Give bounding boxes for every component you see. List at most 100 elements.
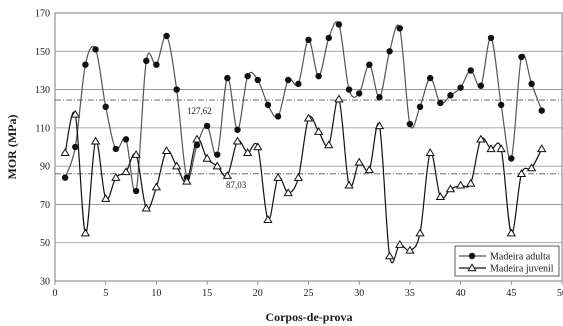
point-adulta-6 bbox=[112, 145, 120, 153]
point-adulta-11 bbox=[163, 32, 170, 40]
point-adulta-30 bbox=[356, 90, 363, 97]
y-tick-label-130: 130 bbox=[35, 85, 50, 96]
point-juvenil-29 bbox=[344, 180, 354, 189]
y-tick-label-110: 110 bbox=[35, 123, 50, 134]
point-adulta-32 bbox=[376, 94, 383, 101]
point-adulta-41 bbox=[467, 67, 474, 74]
point-adulta-38 bbox=[437, 99, 444, 107]
y-tick-label-50: 50 bbox=[40, 238, 50, 249]
point-adulta-10 bbox=[153, 61, 160, 68]
point-adulta-45 bbox=[508, 155, 515, 162]
point-adulta-31 bbox=[366, 61, 373, 68]
point-adulta-27 bbox=[325, 34, 332, 42]
y-tick-label-170: 170 bbox=[35, 9, 50, 20]
point-adulta-47 bbox=[528, 80, 535, 88]
x-tick-label-15: 15 bbox=[202, 288, 212, 299]
point-adulta-44 bbox=[497, 101, 505, 109]
point-juvenil-8 bbox=[131, 149, 141, 158]
point-adulta-46 bbox=[518, 53, 525, 61]
grid bbox=[55, 50, 562, 244]
point-juvenil-17 bbox=[222, 171, 233, 179]
point-adulta-48 bbox=[538, 107, 545, 114]
point-juvenil-47 bbox=[526, 163, 537, 172]
point-juvenil-28 bbox=[334, 94, 344, 103]
point-juvenil-42 bbox=[476, 134, 486, 143]
point-adulta-17 bbox=[224, 74, 231, 82]
point-juvenil-34 bbox=[395, 239, 405, 248]
point-juvenil-10 bbox=[151, 182, 162, 191]
point-juvenil-41 bbox=[466, 178, 476, 187]
plot-area bbox=[54, 12, 563, 282]
point-adulta-34 bbox=[396, 25, 403, 32]
point-juvenil-21 bbox=[263, 215, 273, 223]
x-tick-labels: 0 5 10 15 20 25 30 35 40 45 50 bbox=[53, 281, 563, 299]
legend-label-adulta: Madeira adulta bbox=[490, 252, 551, 263]
series-line-adulta bbox=[64, 21, 543, 194]
point-juvenil-23 bbox=[283, 188, 293, 197]
point-adulta-37 bbox=[426, 74, 434, 82]
point-juvenil-7 bbox=[121, 167, 131, 176]
reference-lines: 127,62 87,03 bbox=[55, 99, 562, 190]
point-juvenil-26 bbox=[313, 127, 324, 135]
point-adulta-4 bbox=[92, 46, 99, 53]
y-tick-label-150: 150 bbox=[35, 47, 50, 58]
point-adulta-15 bbox=[203, 122, 211, 130]
point-juvenil-36 bbox=[415, 228, 425, 237]
x-tick-label-30: 30 bbox=[354, 288, 364, 299]
point-juvenil-15 bbox=[202, 153, 212, 162]
point-adulta-12 bbox=[173, 86, 180, 93]
point-juvenil-19 bbox=[242, 148, 253, 156]
point-juvenil-37 bbox=[425, 148, 435, 156]
y-axis-title: MOR (MPa) bbox=[5, 115, 19, 180]
reference-label-1: 127,62 bbox=[187, 106, 212, 116]
point-juvenil-43 bbox=[486, 144, 496, 153]
point-juvenil-31 bbox=[364, 165, 375, 174]
x-tick-label-35: 35 bbox=[405, 288, 415, 299]
point-juvenil-5 bbox=[101, 194, 111, 202]
y-tick-labels: 30 50 70 90 110 130 150 170 bbox=[35, 9, 50, 288]
point-adulta-39 bbox=[447, 92, 454, 99]
point-juvenil-22 bbox=[273, 172, 283, 181]
point-juvenil-27 bbox=[324, 140, 334, 149]
point-adulta-29 bbox=[345, 86, 353, 93]
point-adulta-19 bbox=[244, 72, 251, 80]
point-juvenil-44 bbox=[496, 144, 506, 153]
point-adulta-35 bbox=[406, 120, 414, 128]
point-juvenil-24 bbox=[293, 172, 304, 181]
point-juvenil-14 bbox=[192, 134, 202, 143]
x-tick-label-0: 0 bbox=[53, 288, 58, 299]
point-juvenil-45 bbox=[506, 228, 516, 237]
point-adulta-36 bbox=[416, 103, 424, 111]
point-juvenil-9 bbox=[141, 203, 151, 212]
point-juvenil-11 bbox=[161, 146, 172, 155]
point-adulta-21 bbox=[264, 101, 272, 109]
x-tick-label-50: 50 bbox=[557, 288, 563, 299]
point-adulta-25 bbox=[305, 36, 312, 43]
y-tick-label-70: 70 bbox=[40, 200, 50, 211]
point-juvenil-33 bbox=[384, 251, 395, 260]
y-tick-label-90: 90 bbox=[40, 162, 50, 173]
point-juvenil-38 bbox=[435, 192, 445, 200]
point-juvenil-1 bbox=[60, 148, 70, 156]
point-adulta-43 bbox=[487, 34, 495, 42]
point-juvenil-13 bbox=[182, 176, 192, 185]
legend-label-juvenil: Madeira juvenil bbox=[490, 264, 554, 275]
series-group bbox=[60, 21, 547, 264]
point-adulta-9 bbox=[143, 57, 150, 65]
x-axis-title: Corpos-de-prova bbox=[265, 310, 352, 324]
point-juvenil-35 bbox=[405, 245, 415, 254]
point-adulta-8 bbox=[132, 187, 140, 195]
reference-label-2: 87,03 bbox=[226, 180, 247, 190]
point-juvenil-48 bbox=[537, 144, 547, 153]
x-tick-label-40: 40 bbox=[456, 288, 466, 299]
x-tick-label-45: 45 bbox=[506, 288, 516, 299]
point-juvenil-25 bbox=[303, 113, 314, 122]
point-juvenil-46 bbox=[516, 169, 527, 177]
point-adulta-20 bbox=[254, 76, 261, 84]
legend-marker-adulta bbox=[468, 252, 476, 260]
point-juvenil-16 bbox=[212, 161, 222, 170]
point-adulta-42 bbox=[477, 82, 485, 89]
legend-marker-juvenil bbox=[467, 263, 477, 272]
point-juvenil-40 bbox=[455, 180, 466, 189]
